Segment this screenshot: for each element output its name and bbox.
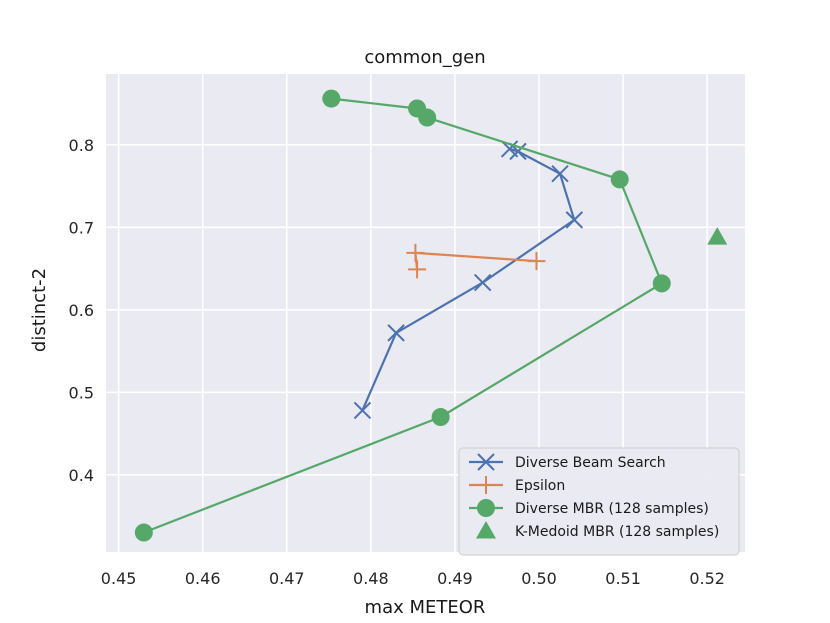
data-point — [431, 408, 450, 427]
y-axis-title: distinct-2 — [29, 268, 50, 352]
series-diverse-beam-search — [353, 140, 584, 420]
legend-box — [458, 447, 740, 556]
data-point — [565, 211, 584, 229]
data-point — [707, 227, 728, 245]
data-point — [406, 243, 425, 262]
y-tick-label: 0.6 — [69, 301, 94, 320]
legend-marker — [476, 521, 496, 539]
legend-label: Diverse MBR (128 samples) — [515, 501, 709, 517]
y-tick-labels: 0.4 0.5 0.6 0.7 0.8 — [69, 136, 94, 485]
series-epsilon — [406, 243, 546, 279]
x-tick-label: 0.45 — [101, 569, 137, 588]
chart-title: common_gen — [364, 47, 485, 68]
legend-marker — [477, 476, 495, 494]
y-tick-label: 0.4 — [69, 466, 94, 485]
x-tick-label: 0.51 — [605, 569, 641, 588]
data-point — [473, 273, 492, 292]
data-point — [353, 401, 372, 420]
x-tick-labels: 0.45 0.46 0.47 0.48 0.49 0.50 0.51 0.52 — [101, 569, 725, 588]
data-point — [527, 252, 546, 271]
x-axis-title: max METEOR — [365, 597, 486, 618]
x-marker-stroke — [509, 142, 527, 161]
x-marker-stroke — [353, 401, 372, 420]
legend-entry: Epsilon — [469, 476, 565, 494]
y-tick-label: 0.5 — [69, 383, 94, 402]
x-marker-stroke — [473, 273, 492, 292]
x-marker-stroke — [500, 140, 519, 158]
data-point — [134, 523, 153, 542]
data-point — [551, 164, 569, 183]
x-tick-label: 0.48 — [353, 569, 389, 588]
legend-entry: Diverse Beam Search — [469, 453, 666, 471]
legend-label: K-Medoid MBR (128 samples) — [515, 524, 719, 540]
series-layer — [134, 89, 728, 542]
data-point — [408, 260, 427, 279]
x-tick-label: 0.47 — [269, 569, 305, 588]
data-point — [387, 324, 405, 342]
x-tick-label: 0.46 — [185, 569, 221, 588]
legend-label: Diverse Beam Search — [515, 455, 666, 471]
data-point — [408, 99, 427, 118]
legend-entry: Diverse MBR (128 samples) — [469, 499, 709, 517]
x-tick-label: 0.52 — [689, 569, 725, 588]
y-tick-label: 0.8 — [69, 136, 94, 155]
data-point — [500, 140, 519, 158]
data-point — [322, 89, 341, 108]
x-marker-stroke — [387, 324, 405, 342]
x-tick-label: 0.49 — [437, 569, 473, 588]
x-marker-stroke — [551, 164, 569, 183]
x-marker-stroke — [565, 211, 584, 229]
series-k-medoid-mbr-128-samples — [707, 227, 728, 245]
legend-marker — [477, 453, 495, 471]
legend-marker — [477, 499, 495, 517]
x-tick-label: 0.50 — [521, 569, 557, 588]
series-diverse-mbr-128-samples — [134, 89, 671, 542]
legend-entry: K-Medoid MBR (128 samples) — [476, 521, 719, 540]
data-point — [652, 274, 671, 293]
data-point — [610, 170, 629, 189]
legend-label: Epsilon — [515, 478, 565, 494]
legend: Diverse Beam Search Epsilon Diverse MBR (1… — [458, 447, 740, 556]
x-marker-stroke — [477, 453, 495, 471]
y-tick-label: 0.7 — [69, 218, 94, 237]
grid-lines — [106, 74, 745, 552]
